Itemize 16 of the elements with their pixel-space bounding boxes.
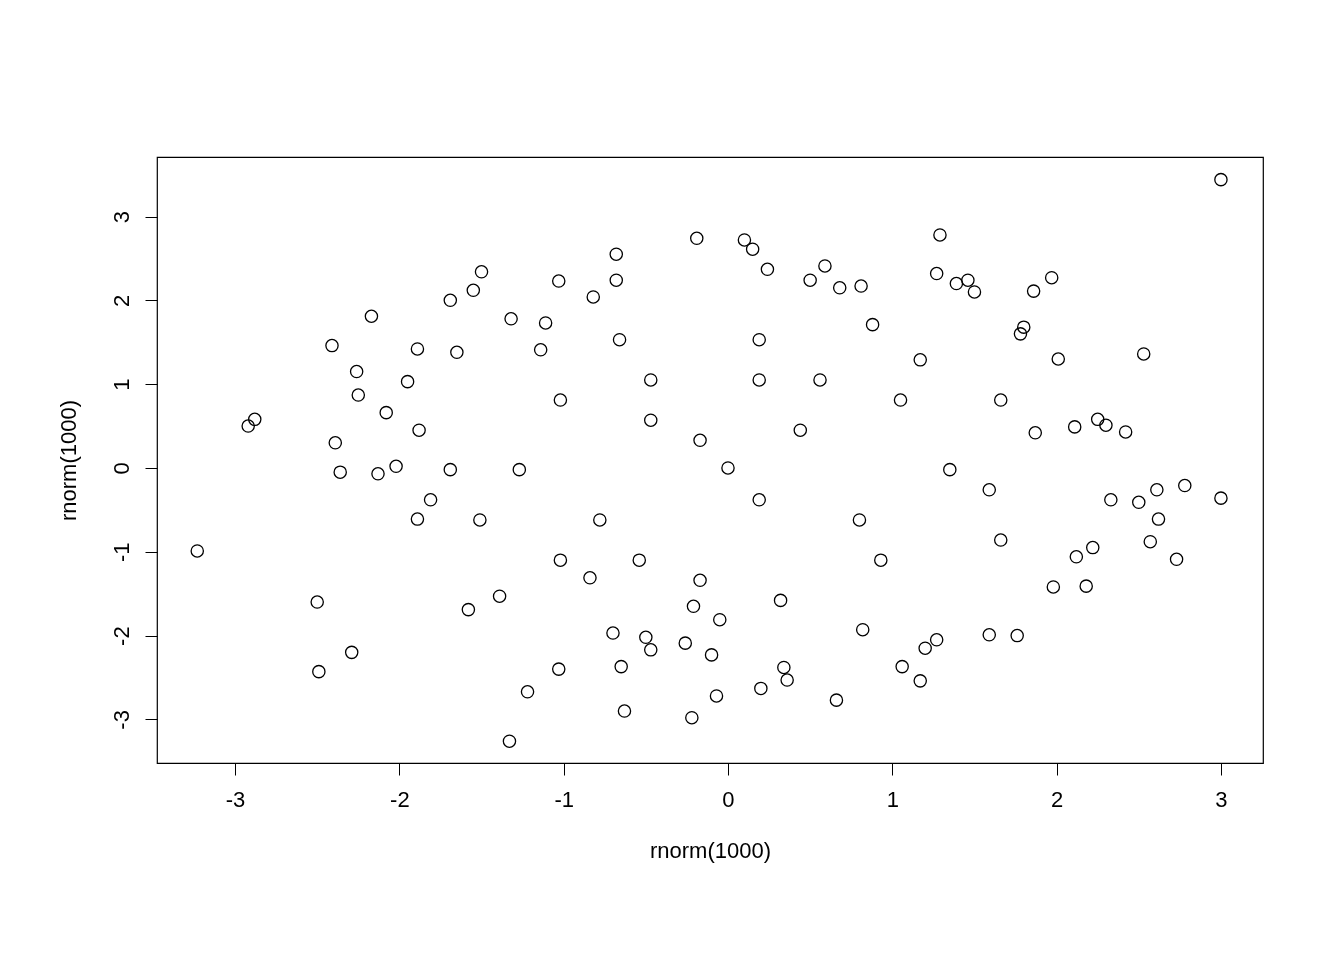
x-tick-label: -3 [225,786,246,812]
x-axis-title: rnorm(1000) [649,837,772,863]
x-tick-label: 3 [1215,786,1228,812]
y-tick-label: 1 [108,378,134,391]
y-tick-label: -1 [108,542,134,563]
x-tick-label: -2 [390,786,410,812]
y-tick-label: 3 [108,210,134,224]
x-tick-label: 0 [722,786,735,812]
x-tick-label: 1 [886,786,899,812]
y-tick-label: -3 [108,710,134,730]
y-tick-label: 0 [108,462,134,475]
x-tick-label: 2 [1051,786,1064,812]
y-tick-label: 2 [108,294,134,307]
x-tick-label: -1 [554,786,574,812]
y-tick-label: -2 [108,626,134,646]
y-axis-title: rnorm(1000) [55,399,81,522]
